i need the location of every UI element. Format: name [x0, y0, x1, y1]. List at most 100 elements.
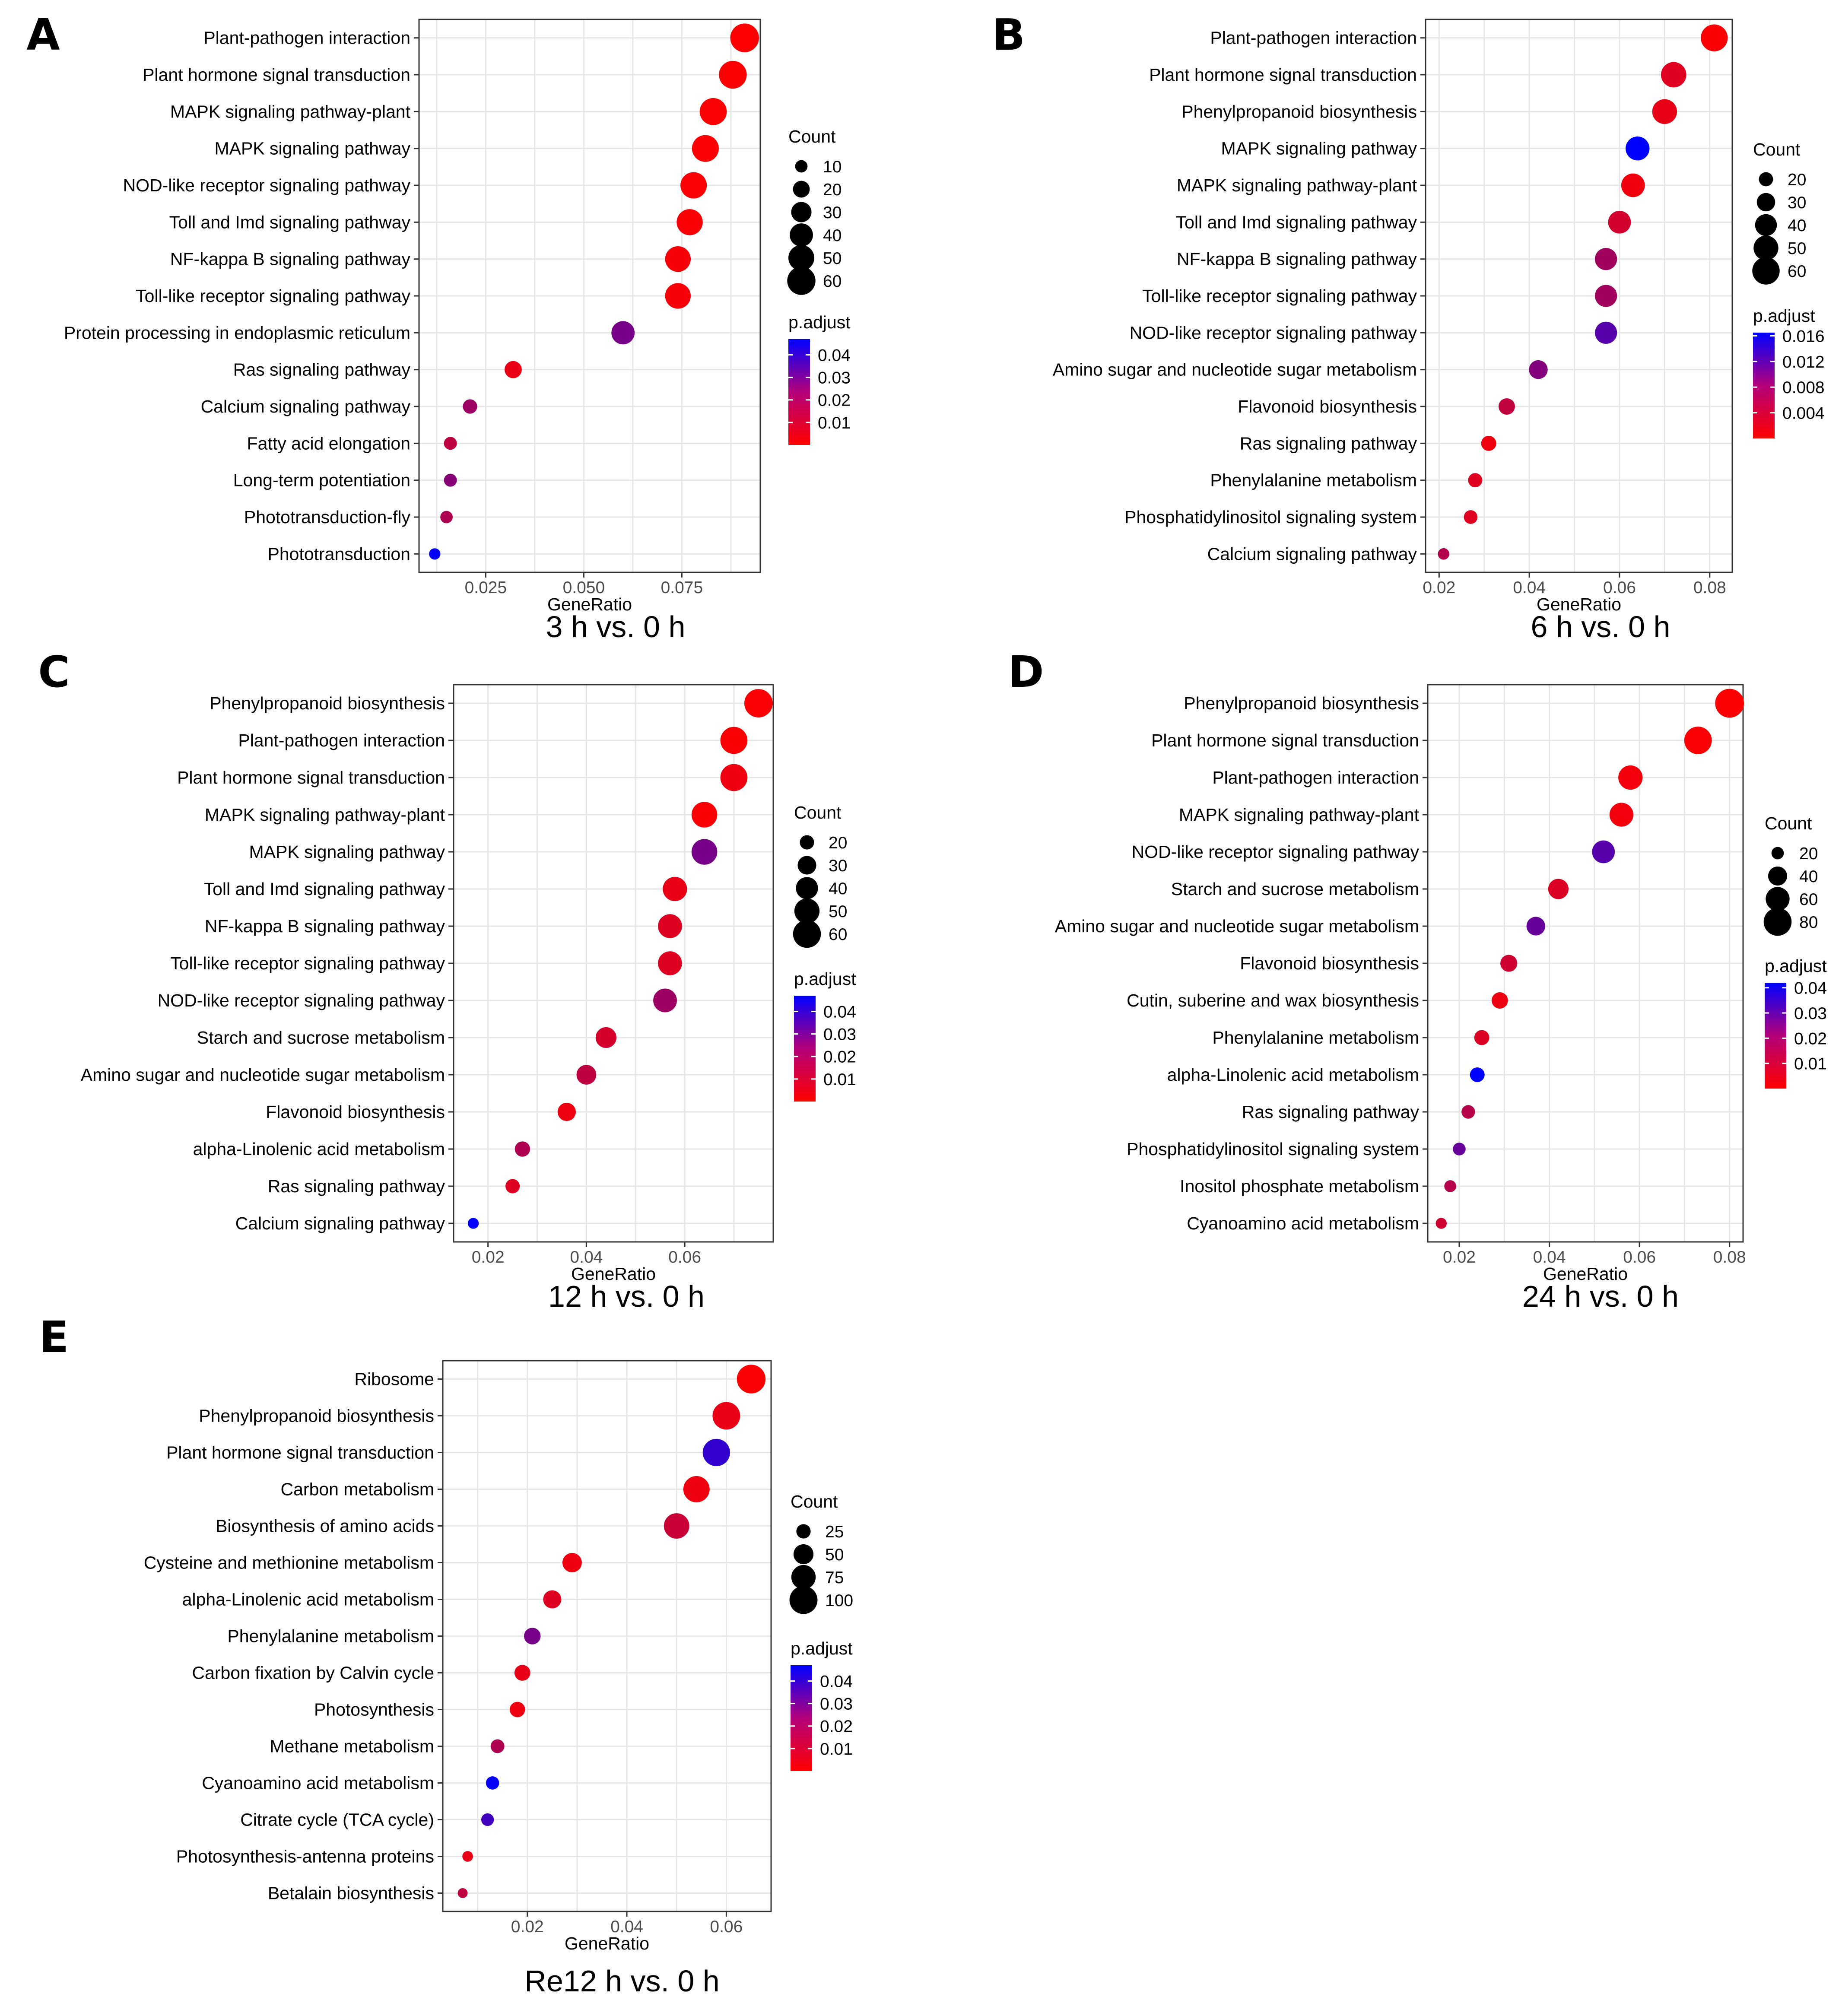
x-tick-label: 0.06	[668, 1248, 701, 1267]
category-label: Photosynthesis	[314, 1700, 434, 1720]
category-label: NOD-like receptor signaling pathway	[158, 991, 445, 1010]
category-label: Calcium signaling pathway	[235, 1213, 445, 1233]
data-point	[1661, 62, 1686, 88]
size-legend-label: 75	[825, 1568, 844, 1587]
data-point	[1464, 510, 1478, 524]
color-legend-bar	[794, 996, 816, 1102]
category-label: Amino sugar and nucleotide sugar metabol…	[1055, 916, 1419, 936]
category-label: MAPK signaling pathway	[1221, 139, 1417, 159]
data-point	[1444, 1180, 1456, 1192]
color-legend-label: 0.012	[1782, 353, 1825, 371]
category-label: Carbon metabolism	[281, 1479, 435, 1499]
data-point	[658, 914, 682, 938]
color-legend-title: p.adjust	[791, 1638, 853, 1658]
size-legend-key	[793, 920, 821, 948]
data-point	[1652, 99, 1677, 124]
panel-caption: 6 h vs. 0 h	[1531, 610, 1671, 644]
category-label: MAPK signaling pathway-plant	[1179, 805, 1420, 825]
data-point	[514, 1141, 530, 1157]
category-label: Ras signaling pathway	[1242, 1102, 1420, 1122]
x-tick-label: 0.06	[710, 1918, 743, 1936]
category-label: Plant hormone signal transduction	[166, 1443, 434, 1463]
color-legend-title: p.adjust	[794, 969, 856, 989]
data-point	[658, 951, 682, 975]
data-point	[1608, 210, 1631, 234]
category-label: Cutin, suberine and wax biosynthesis	[1127, 991, 1419, 1010]
category-label: Toll-like receptor signaling pathway	[1142, 286, 1417, 306]
category-label: Calcium signaling pathway	[1207, 544, 1417, 564]
data-point	[1626, 136, 1650, 161]
category-label: Protein processing in endoplasmic reticu…	[64, 323, 410, 343]
data-point	[680, 172, 707, 199]
category-label: Photosynthesis-antenna proteins	[176, 1847, 434, 1867]
size-legend-label: 20	[823, 181, 842, 199]
data-point	[1474, 1030, 1489, 1045]
x-axis-title: GeneRatio	[565, 1933, 649, 1953]
category-label: NOD-like receptor signaling pathway	[1130, 323, 1417, 343]
category-label: Inositol phosphate metabolism	[1180, 1176, 1419, 1196]
size-legend-key	[788, 245, 814, 271]
panel-letter: E	[39, 1312, 69, 1362]
size-legend-title: Count	[1753, 140, 1801, 159]
size-legend-key	[800, 835, 814, 850]
color-legend-bar	[788, 339, 810, 445]
data-point	[429, 548, 441, 560]
data-point	[481, 1813, 494, 1826]
size-legend-label: 40	[823, 226, 842, 245]
color-legend-label: 0.04	[820, 1672, 853, 1691]
data-point	[1595, 248, 1617, 270]
data-point	[692, 135, 719, 162]
color-legend-label: 0.02	[1794, 1029, 1827, 1048]
category-label: MAPK signaling pathway-plant	[1177, 175, 1417, 195]
color-legend-title: p.adjust	[1765, 956, 1827, 976]
x-tick-label: 0.075	[661, 578, 703, 597]
size-legend-key	[796, 1524, 811, 1539]
size-legend-label: 100	[825, 1591, 853, 1610]
color-legend-label: 0.03	[818, 369, 851, 387]
category-label: Toll-like receptor signaling pathway	[170, 953, 445, 973]
category-label: Toll and Imd signaling pathway	[204, 879, 445, 899]
size-legend-label: 30	[1788, 194, 1806, 212]
panel-d: D Phenylpropanoid biosynthesis Plant hormo…	[1008, 647, 1827, 1313]
data-point	[720, 764, 748, 791]
category-label: alpha-Linolenic acid metabolism	[182, 1590, 434, 1610]
size-legend-key	[1753, 235, 1778, 260]
category-label: Fatty acid elongation	[247, 433, 410, 453]
data-point	[1435, 1218, 1447, 1229]
data-point	[1609, 803, 1634, 827]
color-legend-label: 0.02	[820, 1718, 853, 1736]
data-point	[1468, 473, 1483, 488]
data-point	[683, 1476, 710, 1502]
category-label: Amino sugar and nucleotide sugar metabol…	[81, 1065, 445, 1085]
category-label: Plant-pathogen interaction	[203, 28, 410, 48]
data-point	[595, 1027, 617, 1048]
data-point	[737, 1365, 766, 1394]
category-label: MAPK signaling pathway	[249, 842, 445, 862]
color-legend-title: p.adjust	[1753, 306, 1815, 326]
size-legend-label: 40	[1788, 216, 1806, 235]
size-legend-label: 40	[1799, 867, 1818, 886]
data-point	[1453, 1143, 1466, 1156]
data-point	[1715, 689, 1744, 718]
category-label: Phosphatidylinositol signaling system	[1127, 1139, 1419, 1159]
data-point	[562, 1553, 582, 1572]
x-tick-label: 0.04	[1533, 1248, 1566, 1267]
size-legend-key	[791, 1565, 816, 1590]
category-label: Cyanoamino acid metabolism	[202, 1773, 434, 1793]
color-legend-label: 0.04	[823, 1003, 856, 1021]
category-label: Phenylalanine metabolism	[1212, 1028, 1419, 1048]
data-point	[664, 1513, 689, 1539]
data-point	[665, 283, 691, 309]
data-point	[730, 23, 759, 52]
x-axis-title: GeneRatio	[571, 1264, 656, 1284]
color-legend-title: p.adjust	[788, 312, 851, 332]
size-legend-label: 60	[829, 925, 847, 944]
data-point	[444, 473, 457, 487]
size-legend-title: Count	[791, 1492, 838, 1511]
category-label: Cysteine and methionine metabolism	[144, 1553, 434, 1573]
x-tick-label: 0.06	[1623, 1248, 1656, 1267]
data-point	[1618, 765, 1643, 790]
color-legend-label: 0.03	[1794, 1004, 1827, 1023]
size-legend-key	[1755, 214, 1777, 236]
